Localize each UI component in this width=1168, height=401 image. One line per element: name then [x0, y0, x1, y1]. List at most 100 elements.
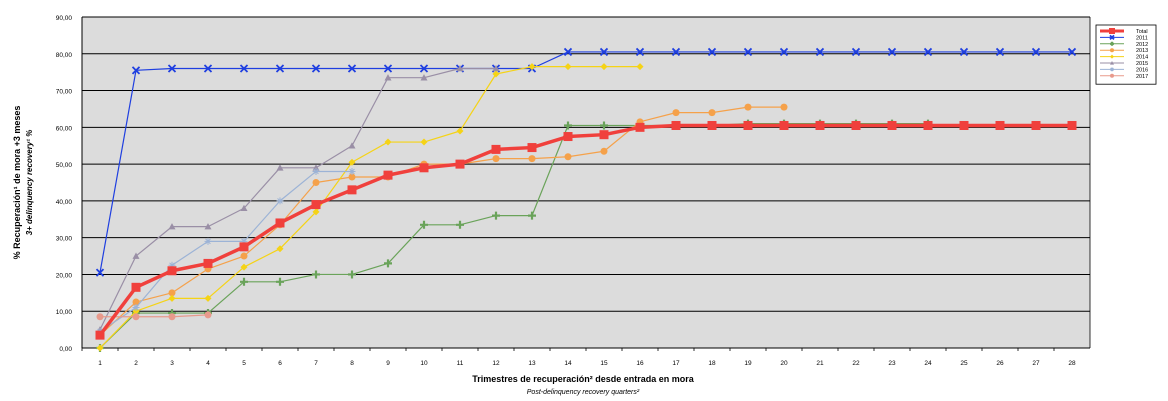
x-tick-label: 8 — [350, 360, 354, 367]
data-point — [455, 159, 465, 169]
data-point — [167, 64, 177, 73]
series-line — [99, 66, 640, 349]
x-axis-subtitle: Post-delinquency recovery quarters² — [527, 389, 640, 396]
data-point — [384, 138, 392, 146]
data-point — [528, 63, 536, 71]
x-tick-label: 26 — [996, 360, 1004, 367]
legend-entry-2016: 2016 — [1100, 67, 1148, 73]
y-tick-label: 70,00 — [56, 89, 73, 96]
x-tick-label: 23 — [888, 360, 896, 367]
y-tick-label: 40,00 — [56, 199, 73, 206]
data-point — [203, 258, 213, 268]
data-point — [564, 63, 572, 71]
data-point — [600, 63, 608, 71]
legend-entry-2014: 2014 — [1100, 54, 1148, 61]
data-point — [420, 138, 428, 146]
x-tick-label: 18 — [708, 360, 716, 367]
x-tick-label: 14 — [564, 360, 572, 367]
data-point — [132, 304, 140, 312]
legend-label: 2013 — [1136, 48, 1148, 54]
legend-entry-2013: 2013 — [1100, 48, 1148, 54]
data-point — [599, 47, 609, 57]
x-tick-label: 9 — [386, 360, 390, 367]
data-point — [240, 252, 248, 260]
series-line — [99, 123, 928, 349]
x-tick-label: 3 — [170, 360, 174, 367]
data-point — [456, 64, 464, 72]
data-point — [383, 64, 393, 73]
x-tick-label: 2 — [134, 360, 138, 367]
data-point — [275, 64, 285, 73]
data-point — [348, 173, 356, 181]
legend-entry-total: Total — [1100, 28, 1148, 35]
data-point — [527, 143, 537, 153]
legend-marker — [1109, 34, 1115, 41]
data-point — [995, 47, 1005, 57]
data-point — [240, 204, 248, 212]
data-point — [203, 64, 213, 73]
data-point — [204, 311, 212, 319]
data-point — [95, 330, 105, 340]
data-point — [347, 64, 357, 73]
data-point — [312, 270, 320, 279]
data-point — [204, 223, 212, 230]
x-tick-label: 27 — [1032, 360, 1040, 367]
data-point — [348, 142, 356, 149]
data-point — [240, 277, 248, 286]
data-point — [311, 200, 321, 210]
data-point — [744, 103, 752, 111]
data-point — [815, 120, 825, 130]
data-point — [851, 120, 861, 130]
x-tick-label: 17 — [672, 360, 680, 367]
y-tick-label: 90,00 — [56, 15, 73, 22]
data-point — [239, 242, 249, 252]
data-point — [563, 132, 573, 142]
legend-label: 2016 — [1136, 67, 1148, 73]
data-point — [240, 263, 248, 271]
y-tick-label: 10,00 — [56, 309, 73, 316]
data-point — [959, 47, 969, 57]
data-point — [707, 47, 717, 57]
legend-label: 2015 — [1136, 61, 1148, 67]
data-point — [635, 122, 645, 132]
legend-box — [1095, 24, 1157, 85]
y-tick-label: 50,00 — [56, 162, 73, 169]
data-point — [276, 245, 284, 253]
series-line — [99, 67, 496, 330]
x-axis-title: Trimestres de recuperación² desde entrad… — [472, 374, 695, 384]
data-point — [1031, 47, 1041, 57]
series-line — [100, 314, 209, 318]
data-point — [312, 208, 320, 216]
data-point — [276, 164, 284, 171]
y-tick-label: 80,00 — [56, 52, 73, 59]
data-point — [132, 252, 140, 259]
data-point — [599, 130, 609, 140]
data-point — [347, 185, 357, 195]
data-point — [600, 121, 608, 130]
data-point — [636, 63, 644, 71]
data-point — [312, 167, 320, 175]
y-axis-title: % Recuperación¹ de mora +3 meses — [12, 106, 22, 260]
data-point — [348, 270, 356, 279]
data-point — [779, 47, 789, 57]
data-point — [708, 109, 716, 117]
data-point — [383, 170, 393, 180]
data-point — [743, 47, 753, 57]
data-point — [528, 155, 536, 163]
x-tick-label: 19 — [744, 360, 752, 367]
x-tick-label: 6 — [278, 360, 282, 367]
legend-marker — [1109, 28, 1115, 34]
x-tick-label: 7 — [314, 360, 318, 367]
data-point — [168, 223, 176, 230]
legend-label: 2012 — [1136, 42, 1148, 48]
data-point — [1031, 120, 1041, 130]
data-point — [276, 277, 284, 286]
legend-label: 2017 — [1136, 74, 1148, 80]
x-tick-label: 12 — [492, 360, 500, 367]
data-point — [743, 120, 753, 130]
data-point — [635, 47, 645, 57]
x-tick-label: 25 — [960, 360, 968, 367]
x-tick-label: 28 — [1068, 360, 1076, 367]
series-line — [99, 170, 352, 332]
